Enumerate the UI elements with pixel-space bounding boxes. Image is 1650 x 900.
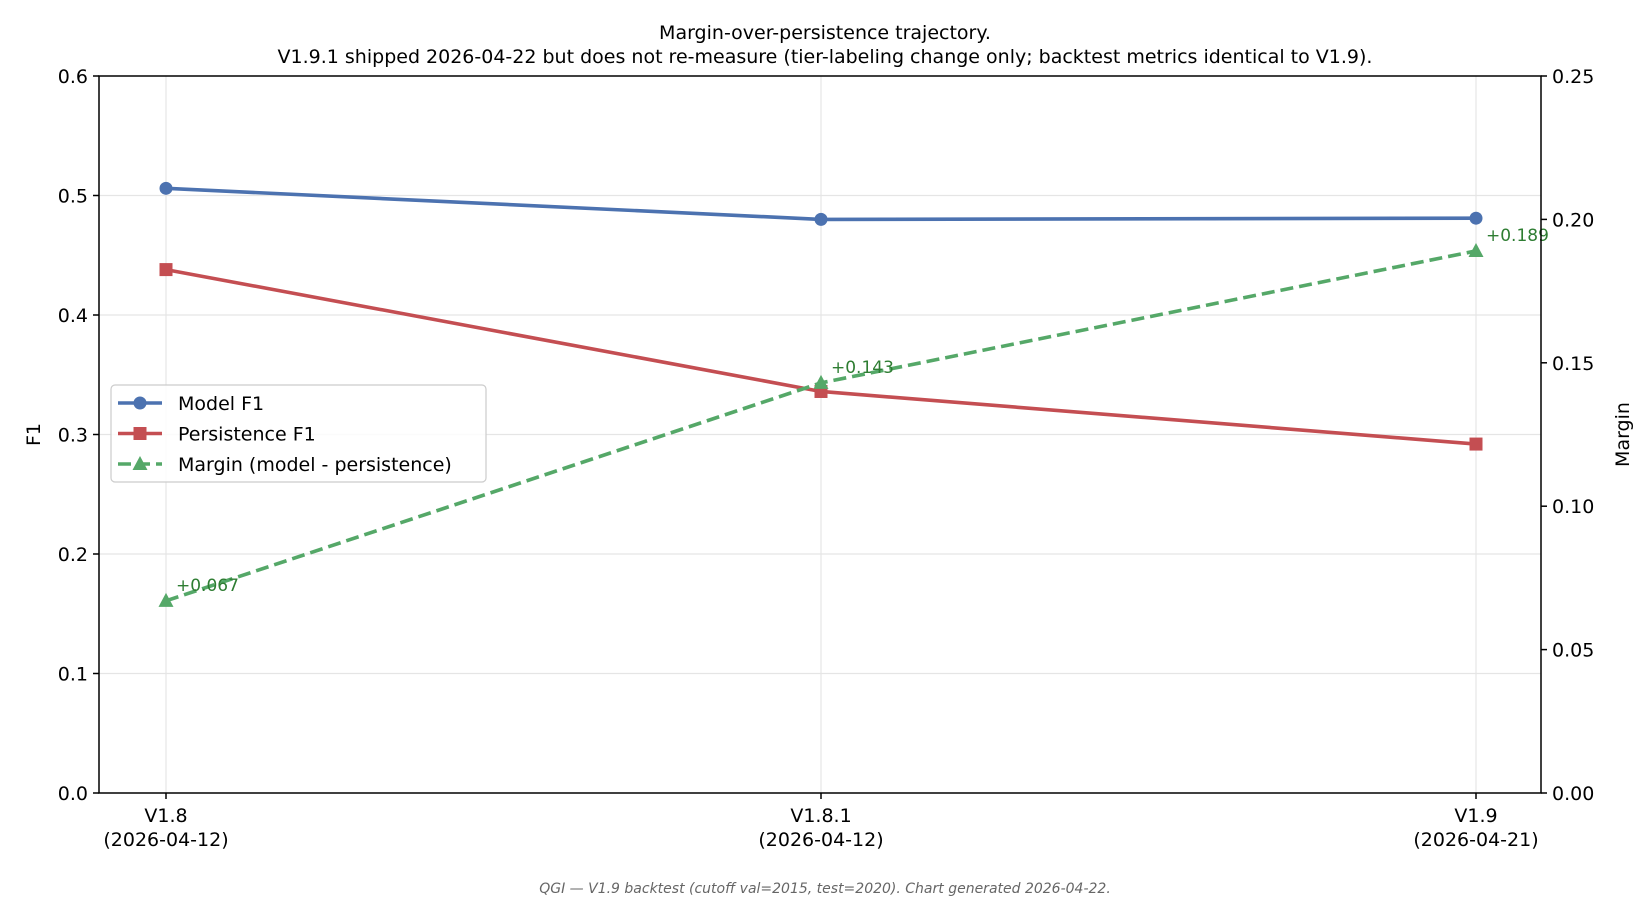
data-point-model-f1 bbox=[1469, 211, 1483, 225]
y-right-tick-label: 0.25 bbox=[1552, 66, 1594, 88]
x-tick-label: V1.8 bbox=[144, 805, 187, 827]
y-left-tick-label: 0.3 bbox=[58, 425, 88, 447]
x-tick-label: V1.9 bbox=[1454, 805, 1497, 827]
margin-data-label: +0.067 bbox=[176, 576, 239, 596]
y-axis-left-label: F1 bbox=[23, 423, 45, 446]
x-tick-label: (2026-04-21) bbox=[1413, 829, 1538, 851]
axes: 0.0 0.1 0.2 0.3 0.4 0.5 0.6 0.00 0.05 0.10 0.15 0.2… bbox=[23, 66, 1634, 851]
y-right-tick-label: 0.05 bbox=[1552, 640, 1594, 662]
y-left-tick-label: 0.2 bbox=[58, 544, 88, 566]
margin-data-label: +0.143 bbox=[831, 358, 894, 378]
margin-data-label: +0.189 bbox=[1486, 226, 1549, 246]
y-right-tick-label: 0.20 bbox=[1552, 209, 1594, 231]
legend-marker-persistence-f1 bbox=[133, 427, 147, 440]
legend-box bbox=[110, 384, 487, 483]
data-point-margin-model-persistence bbox=[813, 374, 829, 389]
y-left-tick-label: 0.6 bbox=[58, 66, 88, 88]
legend: Model F1 Persistence F1 Margin (model - pe… bbox=[110, 384, 487, 483]
y-axis-right-label: Margin bbox=[1612, 402, 1634, 467]
data-point-persistence-f1 bbox=[159, 263, 173, 277]
legend-marker-margin-model-persistence bbox=[132, 456, 148, 470]
chart-footer: QGI — V1.9 backtest (cutoff val=2015, te… bbox=[539, 881, 1111, 897]
x-tick-label: (2026-04-12) bbox=[758, 829, 883, 851]
y-left-tick-label: 0.4 bbox=[58, 305, 88, 327]
y-left-tick-label: 0.5 bbox=[58, 186, 88, 208]
y-right-tick-label: 0.10 bbox=[1552, 496, 1594, 518]
series-layer: +0.067 +0.143 +0.189 bbox=[158, 181, 1549, 607]
y-left-tick-label: 0.1 bbox=[58, 664, 88, 686]
data-point-model-f1 bbox=[159, 181, 173, 195]
chart-subtitle: V1.9.1 shipped 2026-04-22 but does not r… bbox=[278, 46, 1373, 68]
data-point-margin-model-persistence bbox=[158, 592, 174, 607]
y-right-tick-label: 0.00 bbox=[1552, 783, 1594, 805]
x-tick-label: (2026-04-12) bbox=[103, 829, 228, 851]
y-right-tick-label: 0.15 bbox=[1552, 353, 1594, 375]
data-point-model-f1 bbox=[814, 212, 828, 226]
chart-title: Margin-over-persistence trajectory. bbox=[659, 22, 991, 44]
legend-label-margin-model-persistence: Margin (model - persistence) bbox=[178, 454, 452, 476]
data-point-margin-model-persistence bbox=[1468, 242, 1484, 257]
data-point-persistence-f1 bbox=[1469, 437, 1483, 451]
x-tick-label: V1.8.1 bbox=[790, 805, 851, 827]
y-left-tick-label: 0.0 bbox=[58, 783, 88, 805]
legend-marker-model-f1 bbox=[133, 396, 147, 410]
legend-label-model-f1: Model F1 bbox=[178, 393, 264, 415]
legend-label-persistence-f1: Persistence F1 bbox=[178, 424, 316, 446]
